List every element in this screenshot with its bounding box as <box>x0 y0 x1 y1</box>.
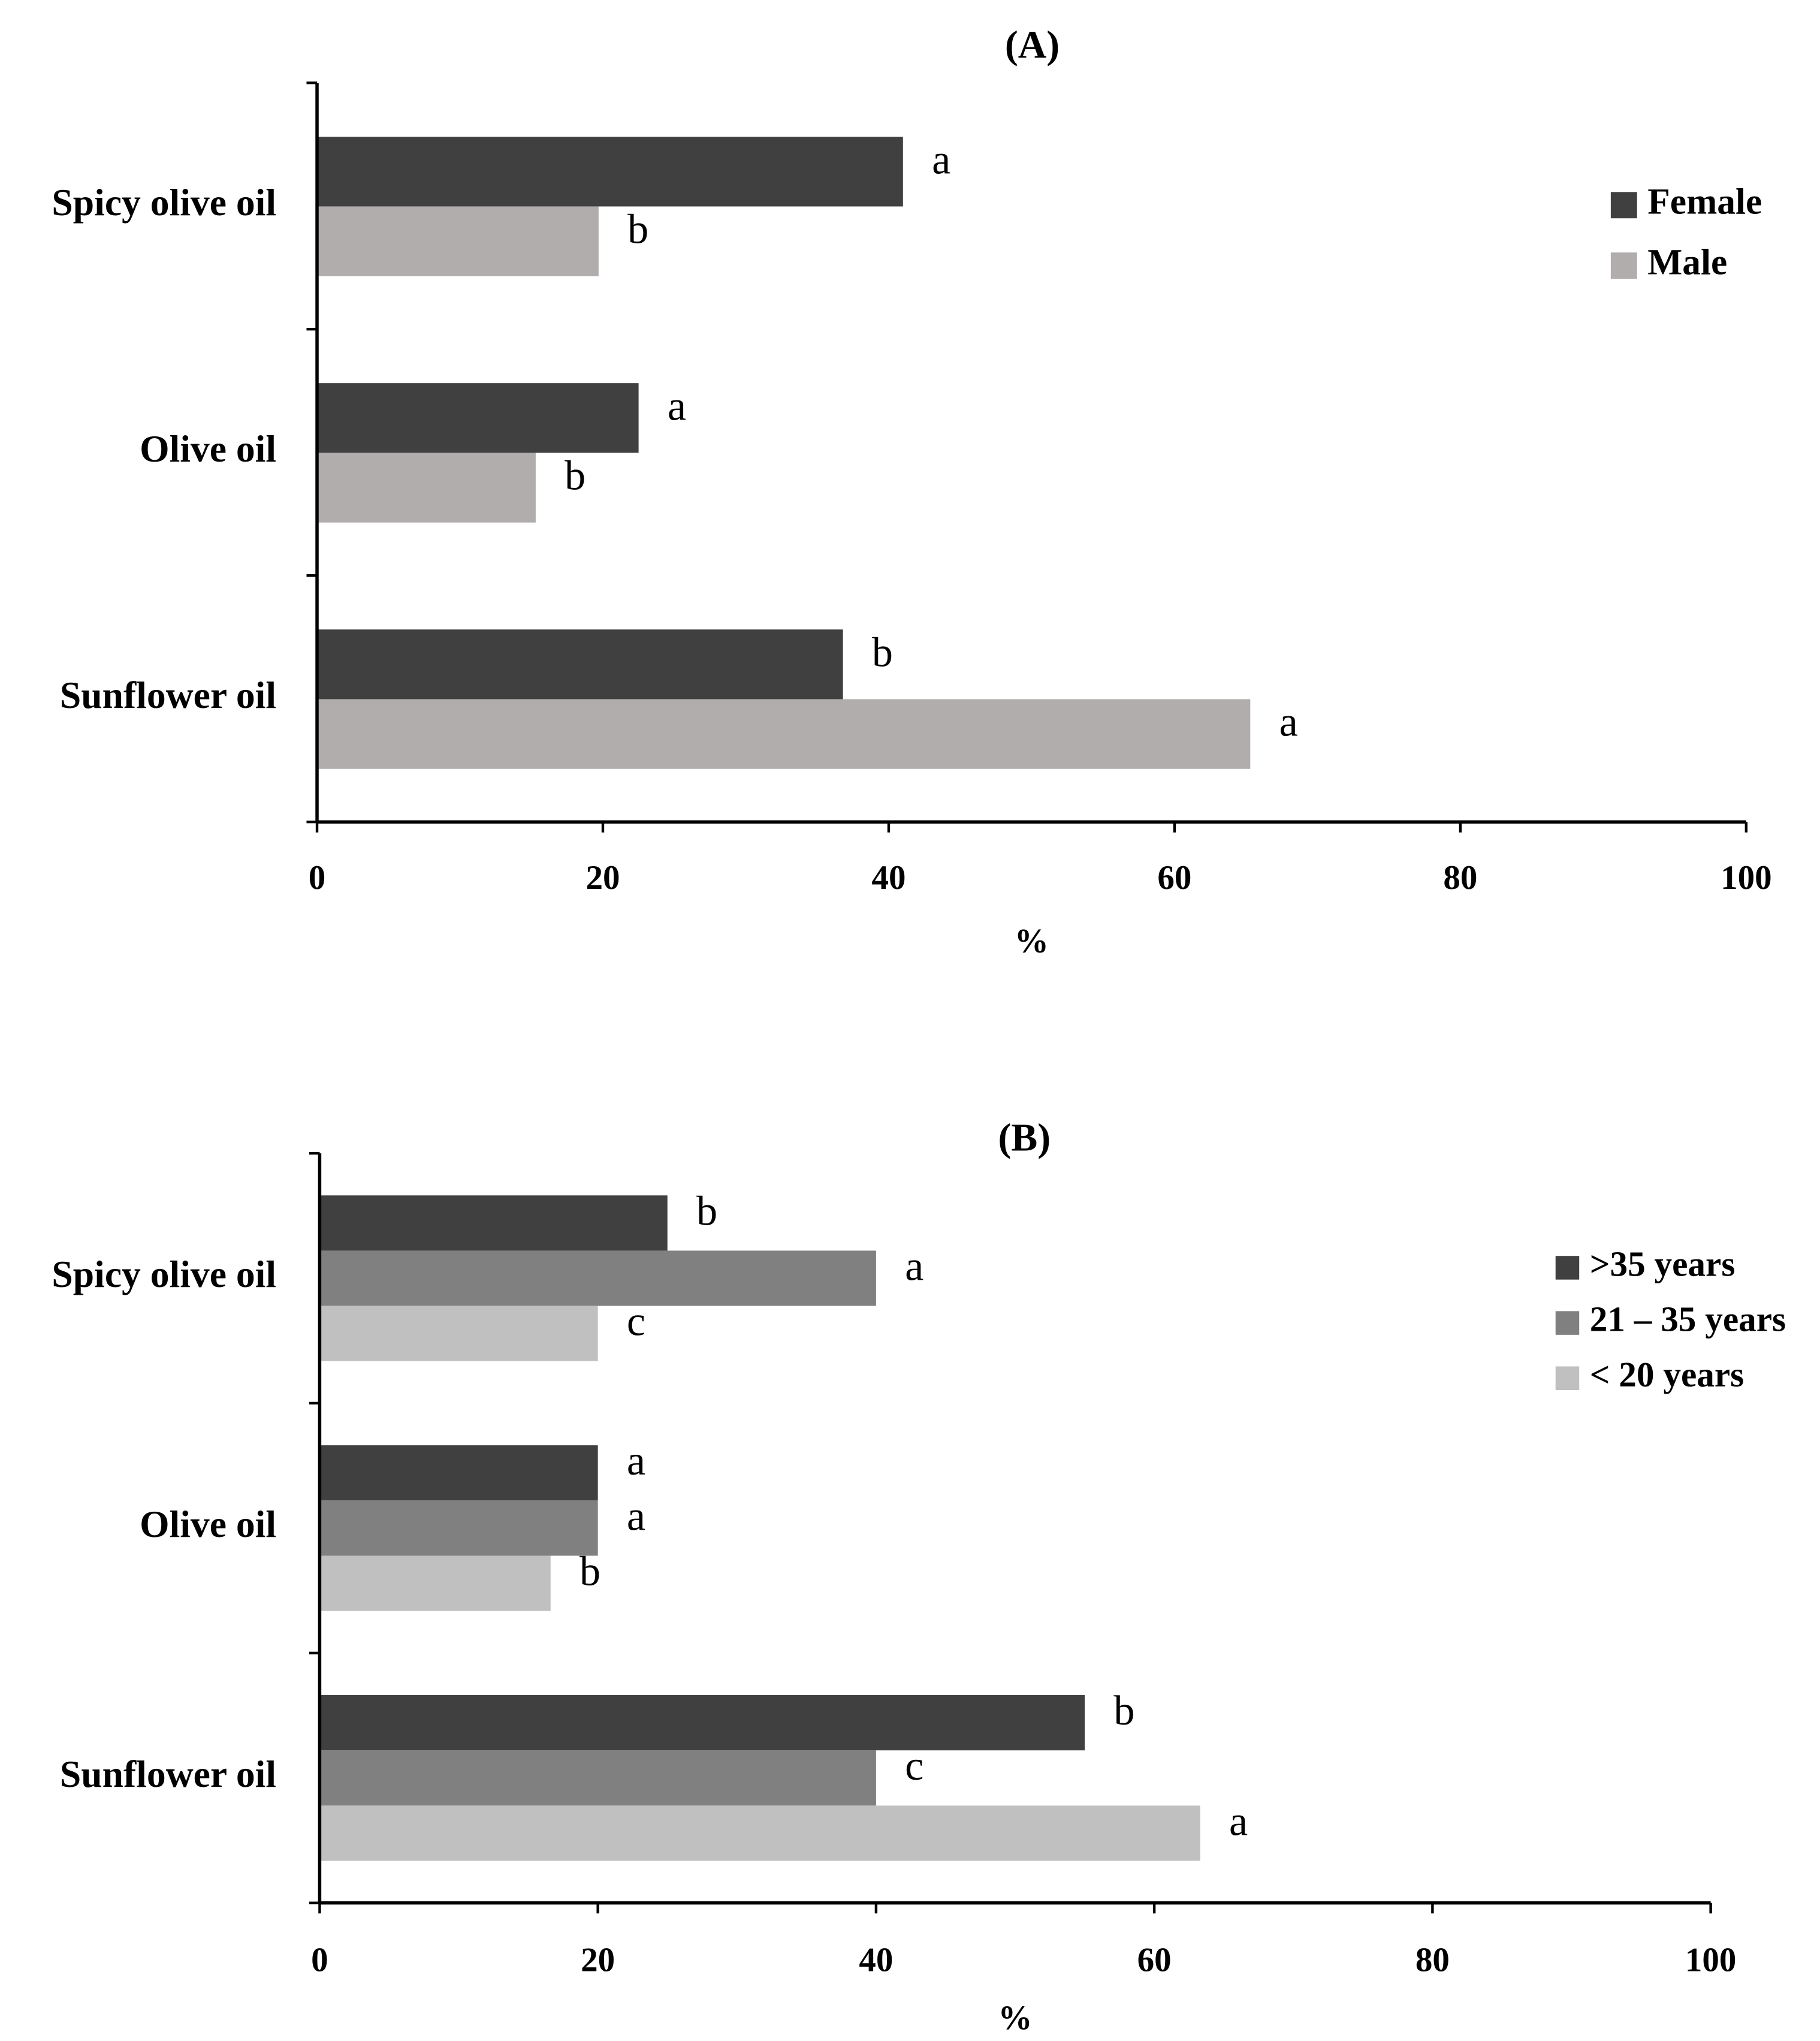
bar <box>317 629 843 700</box>
legend-label: < 20 years <box>1590 1355 1744 1394</box>
y-tick-label: Olive oil <box>140 1503 276 1545</box>
x-tick-label: 0 <box>311 1941 328 1979</box>
significance-letter: b <box>627 206 648 253</box>
significance-letter: a <box>668 382 686 429</box>
significance-letter: a <box>1279 699 1298 746</box>
bar <box>319 1195 668 1251</box>
x-tick-label: 0 <box>309 859 326 897</box>
significance-letter: b <box>579 1548 600 1594</box>
bar <box>319 1306 598 1361</box>
x-tick-label: 80 <box>1443 859 1477 897</box>
legend-swatch <box>1610 192 1637 219</box>
bar <box>319 1250 876 1306</box>
x-axis-label: % <box>998 1999 1032 2037</box>
x-tick-label: 60 <box>1137 1941 1172 1979</box>
bar <box>319 1695 1085 1751</box>
x-tick-label: 20 <box>585 859 620 897</box>
bar <box>319 1805 1200 1861</box>
y-tick-label: Spicy olive oil <box>52 1253 276 1295</box>
significance-letter: a <box>905 1243 923 1289</box>
x-tick-label: 40 <box>859 1941 893 1979</box>
chart-title: (A) <box>1005 23 1060 67</box>
x-axis-label: % <box>1015 922 1049 960</box>
x-tick-label: 100 <box>1721 859 1772 897</box>
significance-letter: a <box>932 136 950 183</box>
significance-letter: b <box>565 453 585 499</box>
significance-letter: a <box>1229 1798 1248 1844</box>
y-tick-label: Sunflower oil <box>60 1753 276 1795</box>
x-tick-label: 20 <box>581 1941 615 1979</box>
bar <box>317 137 903 207</box>
bar <box>317 699 1251 769</box>
x-tick-label: 40 <box>871 859 906 897</box>
x-tick-label: 60 <box>1157 859 1191 897</box>
significance-letter: b <box>1113 1687 1134 1734</box>
significance-letter: b <box>872 629 893 676</box>
bar <box>317 206 599 276</box>
legend-label: 21 – 35 years <box>1590 1300 1786 1339</box>
legend-label: Female <box>1647 181 1762 222</box>
chart-title: (B) <box>998 1116 1051 1159</box>
legend-swatch <box>1610 252 1637 279</box>
bar <box>319 1500 598 1556</box>
significance-letter: b <box>696 1187 717 1234</box>
bar <box>317 383 639 453</box>
x-tick-label: 80 <box>1415 1941 1450 1979</box>
bar <box>319 1555 551 1611</box>
x-tick-label: 100 <box>1685 1941 1737 1979</box>
bar <box>317 453 536 523</box>
y-tick-label: Spicy olive oil <box>52 181 276 224</box>
legend-swatch <box>1555 1366 1580 1390</box>
y-tick-label: Olive oil <box>140 427 276 470</box>
bar <box>319 1750 876 1806</box>
legend-swatch <box>1555 1256 1580 1280</box>
legend-label: Male <box>1647 242 1727 282</box>
significance-letter: c <box>627 1298 645 1345</box>
significance-letter: a <box>627 1437 645 1484</box>
y-tick-label: Sunflower oil <box>60 674 276 716</box>
significance-letter: c <box>905 1742 923 1789</box>
significance-letter: a <box>627 1493 645 1539</box>
legend-swatch <box>1555 1311 1580 1335</box>
legend-label: >35 years <box>1590 1244 1736 1284</box>
bar <box>319 1445 598 1501</box>
